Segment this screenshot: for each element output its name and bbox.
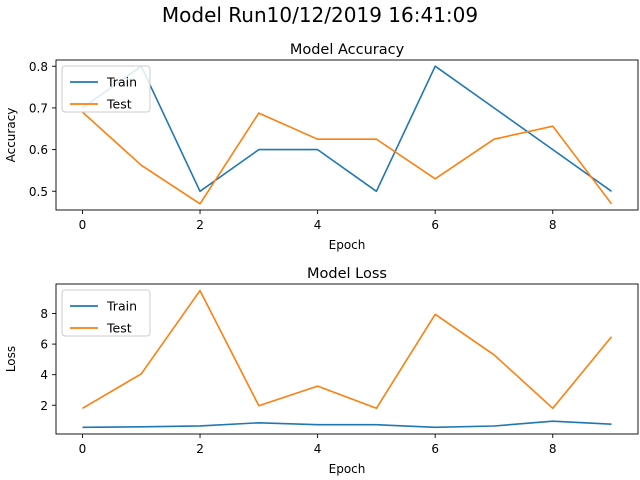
accuracy-xtick-label: 8 bbox=[549, 218, 557, 232]
accuracy-axes-frame bbox=[55, 59, 639, 211]
accuracy-ytick-label: 0.8 bbox=[29, 60, 48, 74]
accuracy-title: Model Accuracy bbox=[290, 42, 405, 58]
loss-xtick-label: 4 bbox=[314, 442, 322, 456]
accuracy-xtick-label: 6 bbox=[431, 218, 439, 232]
accuracy-chart: Model Accuracy 0 2 4 6 8 0.5 0.6 0.7 0.8 Epoch Accu… bbox=[4, 42, 639, 252]
loss-axes-frame bbox=[55, 283, 639, 435]
accuracy-xlabel: Epoch bbox=[329, 238, 366, 252]
accuracy-ylabel: Accuracy bbox=[4, 108, 18, 163]
loss-legend-test-label: Test bbox=[106, 321, 132, 336]
loss-ytick-label: 2 bbox=[40, 399, 48, 413]
accuracy-ytick-label: 0.5 bbox=[29, 185, 48, 199]
loss-title: Model Loss bbox=[307, 266, 387, 282]
loss-ytick-label: 8 bbox=[40, 307, 48, 321]
accuracy-xtick-label: 4 bbox=[314, 218, 322, 232]
loss-xtick-label: 0 bbox=[79, 442, 87, 456]
accuracy-xtick-label: 0 bbox=[79, 218, 87, 232]
accuracy-series-test-line bbox=[81, 111, 613, 205]
accuracy-legend-test-label: Test bbox=[106, 97, 132, 112]
accuracy-series-train-line bbox=[82, 65, 612, 193]
loss-series-train-line bbox=[82, 420, 612, 429]
accuracy-legend-box bbox=[61, 65, 151, 113]
loss-legend-box bbox=[61, 289, 151, 337]
accuracy-ytick-label: 0.7 bbox=[29, 101, 48, 115]
loss-ylabel: Loss bbox=[4, 346, 18, 372]
loss-ytick-label: 4 bbox=[40, 368, 48, 382]
loss-chart: Model Loss 0 2 4 6 8 2 4 6 8 Epoch Loss Train Test bbox=[4, 266, 639, 476]
figure-suptitle: Model Run10/12/2019 16:41:09 bbox=[162, 3, 478, 27]
accuracy-xtick-label: 2 bbox=[196, 218, 204, 232]
loss-series-test-line bbox=[82, 289, 613, 410]
accuracy-ytick-label: 0.6 bbox=[29, 143, 48, 157]
loss-legend-train-label: Train bbox=[106, 299, 137, 314]
loss-xlabel: Epoch bbox=[329, 462, 366, 476]
loss-xtick-label: 8 bbox=[549, 442, 557, 456]
loss-ytick-label: 6 bbox=[40, 338, 48, 352]
loss-xtick-label: 2 bbox=[196, 442, 204, 456]
loss-xtick-label: 6 bbox=[431, 442, 439, 456]
accuracy-legend-train-label: Train bbox=[106, 75, 137, 90]
